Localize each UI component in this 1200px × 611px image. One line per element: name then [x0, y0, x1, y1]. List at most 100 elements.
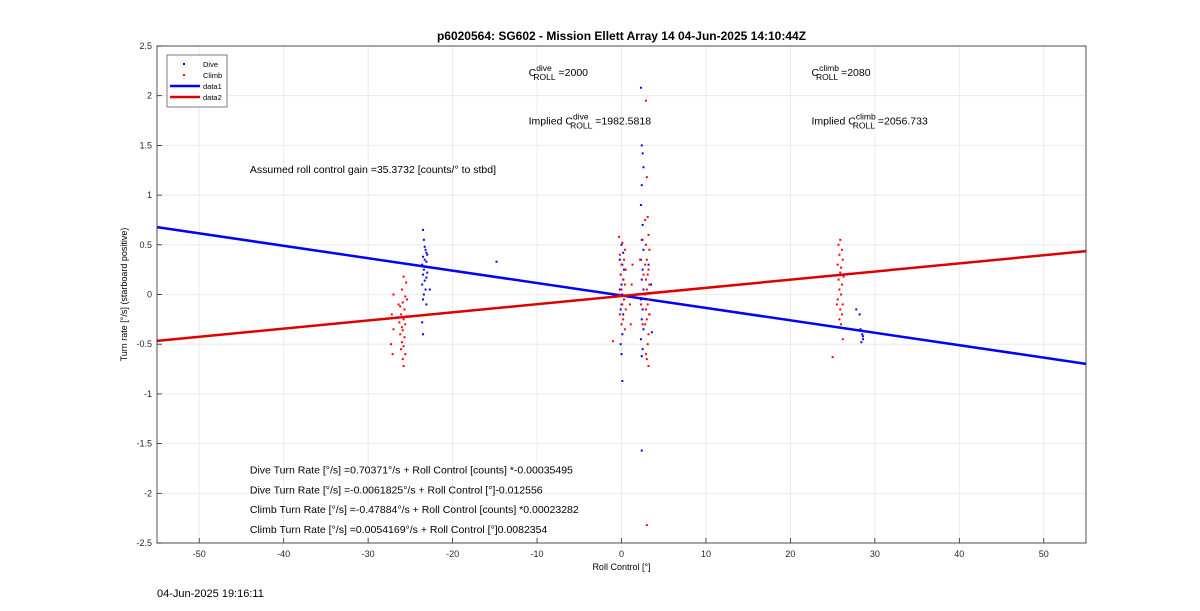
point-climb: [641, 323, 644, 326]
point-climb: [398, 321, 401, 324]
annotation-implied-climb: Implied Cclimb ROLL =2056.733: [812, 112, 928, 131]
annotation-eq4: Climb Turn Rate [°/s] =0.0054169°/s + Ro…: [250, 524, 548, 536]
x-tick-label: -20: [446, 549, 459, 559]
point-climb: [839, 238, 842, 241]
point-climb: [831, 356, 834, 359]
annotation-eq3: Climb Turn Rate [°/s] =-0.47884°/s + Rol…: [250, 504, 579, 516]
point-dive: [422, 238, 425, 241]
point-dive: [639, 204, 642, 207]
legend-label: Dive: [203, 60, 218, 69]
point-dive: [858, 313, 861, 316]
y-tick-label: -2.5: [136, 538, 152, 548]
point-climb: [836, 298, 839, 301]
point-climb: [840, 323, 843, 326]
point-climb: [624, 268, 627, 271]
y-tick-label: 1: [147, 190, 152, 200]
annotation-c-climb: Cclimb ROLL =2080: [812, 63, 871, 82]
point-dive: [421, 321, 424, 324]
point-dive: [647, 263, 650, 266]
x-tick-label: 20: [785, 549, 795, 559]
point-climb: [623, 258, 626, 261]
point-climb: [647, 365, 650, 368]
point-climb: [644, 353, 647, 356]
y-tick-label: -2: [144, 488, 152, 498]
point-climb: [647, 333, 650, 336]
y-axis-label: Turn rate [°/s] (starboard positive): [119, 228, 129, 362]
point-dive: [861, 333, 864, 336]
legend-label: data1: [203, 82, 222, 91]
point-climb: [622, 318, 625, 321]
point-climb: [389, 343, 392, 346]
fit-line-data2: [156, 249, 1087, 343]
point-climb: [400, 326, 403, 329]
x-tick-label: -30: [362, 549, 375, 559]
annotation-c-dive: Cdive ROLL =2000: [529, 63, 589, 82]
point-dive: [426, 253, 429, 256]
point-climb: [841, 338, 844, 341]
point-climb: [624, 308, 627, 311]
point-climb: [612, 340, 615, 343]
point-climb: [838, 253, 841, 256]
point-climb: [631, 263, 634, 266]
y-tick-label: -1: [144, 389, 152, 399]
legend-marker-dive: [183, 63, 185, 65]
point-dive: [650, 283, 653, 286]
point-climb: [623, 248, 626, 251]
point-climb: [400, 288, 403, 291]
point-climb: [400, 348, 403, 351]
point-climb: [623, 298, 626, 301]
annotation-eq1: Dive Turn Rate [°/s] =0.70371°/s + Roll …: [250, 464, 573, 476]
point-climb: [622, 278, 625, 281]
legend: Dive Climb data1 data2: [166, 54, 228, 108]
point-dive: [642, 248, 645, 251]
point-climb: [620, 323, 623, 326]
point-dive: [621, 333, 624, 336]
point-climb: [392, 293, 395, 296]
axis-ticks: -50 -40 -30 -20 -10 0 10 20 30 40 50-2.5-2-1.5-1-0…: [136, 41, 1048, 559]
point-climb: [645, 524, 648, 527]
point-dive: [618, 288, 621, 291]
point-climb: [403, 336, 406, 339]
point-dive: [862, 338, 865, 341]
point-dive: [622, 313, 625, 316]
point-climb: [620, 263, 623, 266]
point-climb: [644, 278, 647, 281]
x-tick-label: 40: [954, 549, 964, 559]
point-climb: [628, 303, 631, 306]
point-climb: [392, 328, 395, 331]
point-dive: [639, 338, 642, 341]
point-climb: [621, 241, 624, 244]
point-climb: [390, 313, 393, 316]
point-climb: [646, 215, 649, 218]
point-dive: [621, 379, 624, 382]
y-tick-label: -0.5: [136, 339, 152, 349]
point-climb: [404, 353, 407, 356]
point-climb: [402, 318, 405, 321]
point-climb: [629, 323, 632, 326]
point-climb: [620, 288, 623, 291]
legend-label: Climb: [203, 71, 222, 80]
point-climb: [623, 328, 626, 331]
annotations: Cdive ROLL =2000 Cclimb ROLL =2080 Implied C…: [250, 63, 928, 536]
point-dive: [859, 328, 862, 331]
point-climb: [840, 283, 843, 286]
x-tick-label: 30: [870, 549, 880, 559]
point-dive: [641, 268, 644, 271]
point-climb: [621, 303, 624, 306]
point-dive: [422, 298, 425, 301]
point-climb: [838, 318, 841, 321]
y-tick-label: 1.5: [139, 140, 152, 150]
point-dive: [425, 303, 428, 306]
point-dive: [426, 271, 429, 274]
point-dive: [855, 308, 858, 311]
point-dive: [423, 245, 426, 248]
point-climb: [841, 303, 844, 306]
point-dive: [421, 263, 424, 266]
point-climb: [404, 323, 407, 326]
point-climb: [401, 329, 404, 332]
point-dive: [423, 279, 426, 282]
annotation-eq2: Dive Turn Rate [°/s] =-0.0061825°/s + Ro…: [250, 484, 543, 496]
point-dive: [641, 348, 644, 351]
point-dive: [640, 318, 643, 321]
point-climb: [639, 303, 642, 306]
